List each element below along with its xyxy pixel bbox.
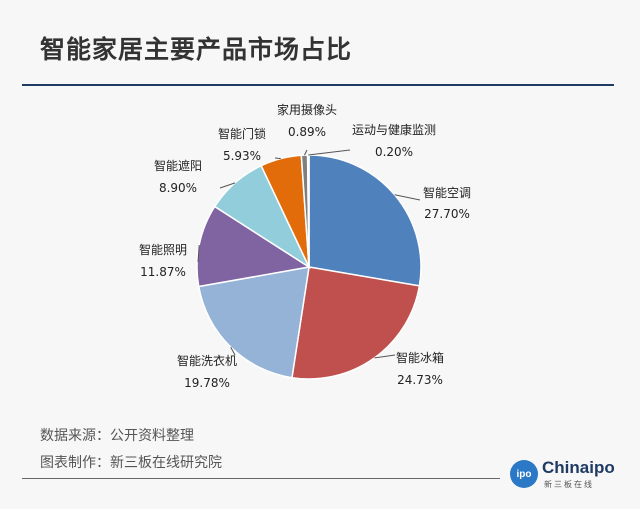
leader-line-7 <box>308 149 351 156</box>
logo-subtitle: 新三板在线 <box>544 480 594 489</box>
slice-label-5: 智能门锁 <box>218 126 266 141</box>
slice-label-4: 智能遮阳 <box>154 158 202 173</box>
leader-line-2 <box>230 346 236 356</box>
slice-value-6: 0.89% <box>288 125 326 139</box>
slice-label-6: 家用摄像头 <box>277 102 337 117</box>
pie-chart: 智能空调 27.70% 智能冰箱 24.73% 智能洗衣机 19.78% 智能照明 11.87… <box>139 102 471 390</box>
chinaipo-logo: ipo Chinaipo 新三板在线 <box>510 456 620 492</box>
slice-value-4: 8.90% <box>159 181 197 195</box>
slice-value-5: 5.93% <box>223 149 261 163</box>
slice-value-1: 24.73% <box>397 373 443 387</box>
slice-value-3: 11.87% <box>140 265 186 279</box>
pie-slice-1 <box>291 266 421 380</box>
logo-wordmark: Chinaipo <box>542 458 615 477</box>
slice-value-7: 0.20% <box>375 145 413 159</box>
leader-line-3 <box>197 244 200 263</box>
pie-slice-2 <box>197 266 310 379</box>
leader-line-4 <box>219 182 236 189</box>
pie-slice-3 <box>196 205 312 288</box>
footer-divider <box>22 478 500 479</box>
slice-label-0: 智能空调 <box>423 185 471 200</box>
chart-title: 智能家居主要产品市场占比 <box>40 35 353 64</box>
pie-slice-0 <box>308 154 422 287</box>
leader-line-5 <box>274 157 281 160</box>
slice-value-2: 19.78% <box>184 376 230 390</box>
slice-label-3: 智能照明 <box>139 242 187 257</box>
maker-note: 图表制作：新三板在线研究院 <box>40 455 222 471</box>
logo-badge: ipo <box>510 460 538 488</box>
leader-line-6 <box>304 149 308 156</box>
source-note: 数据来源：公开资料整理 <box>40 428 194 444</box>
slice-value-0: 27.70% <box>424 207 470 221</box>
slice-label-2: 智能洗衣机 <box>177 353 237 368</box>
leader-line-1 <box>374 354 396 359</box>
slice-label-7: 运动与健康监测 <box>352 122 436 137</box>
leader-line-0 <box>394 194 421 201</box>
slice-label-1: 智能冰箱 <box>396 350 444 365</box>
title-divider <box>22 84 614 86</box>
